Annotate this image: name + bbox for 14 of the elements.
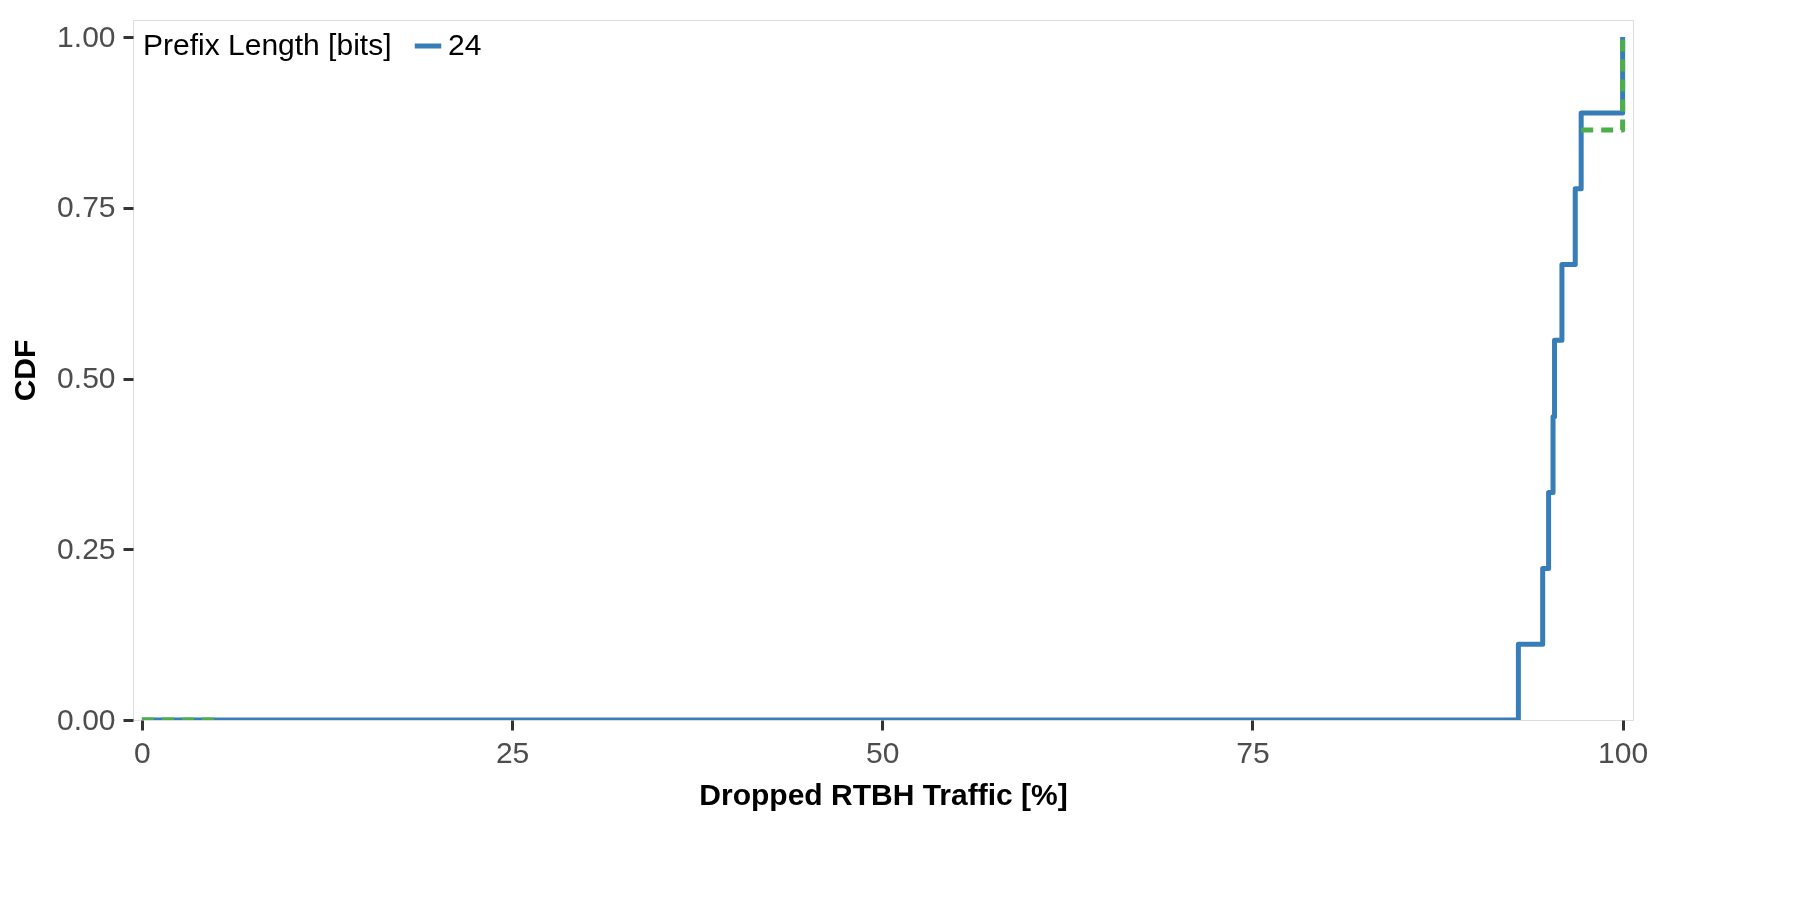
legend-label: 24 bbox=[448, 28, 482, 61]
x-tick-label: 25 bbox=[495, 735, 530, 769]
legend-title: Prefix Length [bits] bbox=[143, 28, 392, 61]
y-tick-label: 0.25 bbox=[57, 531, 116, 565]
y-axis-title: CDF bbox=[8, 339, 42, 402]
x-axis-title: Dropped RTBH Traffic [%] bbox=[699, 777, 1068, 811]
y-tick-label: 0.00 bbox=[57, 702, 116, 736]
x-tick-label: 100 bbox=[1598, 735, 1649, 769]
x-tick-label: 0 bbox=[134, 735, 151, 769]
y-tick-label: 0.75 bbox=[57, 190, 116, 224]
x-tick-label: 75 bbox=[1236, 735, 1270, 769]
y-tick-label: 0.50 bbox=[57, 361, 116, 395]
x-tick-label: 50 bbox=[866, 735, 900, 769]
y-tick-label: 1.00 bbox=[57, 19, 116, 53]
